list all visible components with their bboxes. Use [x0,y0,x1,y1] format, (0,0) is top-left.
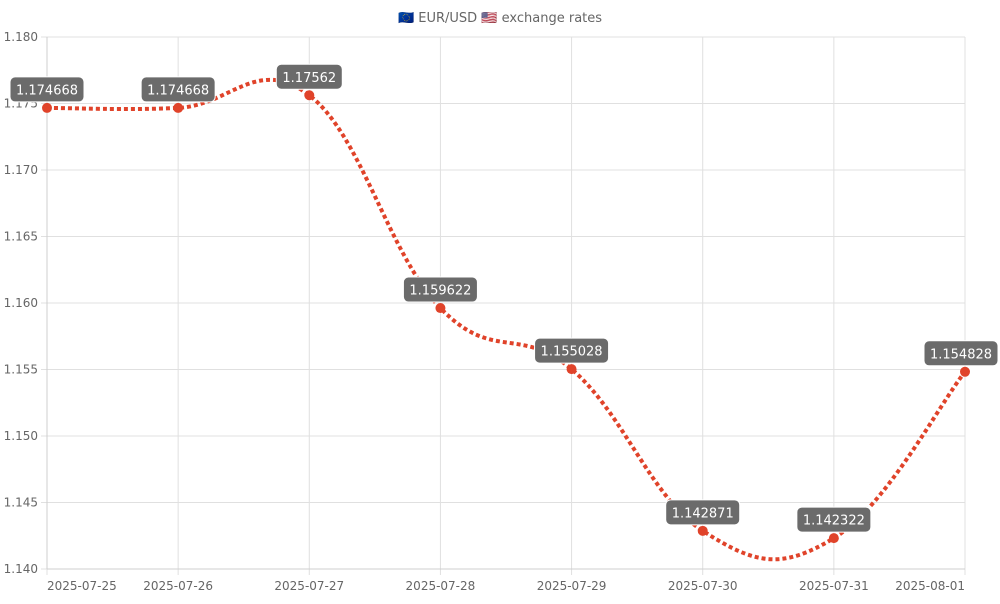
y-tick-label: 1.160 [4,296,38,310]
data-point [828,533,839,544]
data-label-box [534,337,610,364]
data-label-box [665,499,741,526]
data-label-box [275,63,343,90]
x-tick-label: 2025-07-31 [799,579,869,593]
y-tick-label: 1.165 [4,230,38,244]
x-tick-label: 2025-08-01 [895,579,965,593]
data-label-box [9,76,85,103]
y-tick-label: 1.180 [4,30,38,44]
x-tick-label: 2025-07-27 [274,579,344,593]
y-tick-label: 1.150 [4,429,38,443]
data-point [435,303,446,314]
y-tick-label: 1.155 [4,363,38,377]
data-label: 1.159622 [409,284,471,299]
data-label: 1.174668 [16,83,78,98]
data-label-box [796,506,872,533]
x-tick-label: 2025-07-25 [47,579,117,593]
data-label: 1.142871 [672,506,734,521]
data-point [566,364,577,375]
data-label-box [140,76,216,103]
data-label-box [923,340,999,367]
data-label: 1.142322 [803,514,865,529]
x-tick-label: 2025-07-30 [668,579,738,593]
points-layer [42,90,970,544]
data-label: 1.174668 [147,83,209,98]
data-label: 1.154828 [930,347,992,362]
y-tick-label: 1.170 [4,163,38,177]
data-point [697,525,708,536]
series-layer [46,77,967,562]
chart-title: 🇪🇺 EUR/USD 🇺🇸 exchange rates [398,11,602,26]
data-label: 1.17562 [282,71,336,86]
data-label: 1.155028 [541,345,603,360]
x-tick-label: 2025-07-28 [406,579,476,593]
series-line [46,77,967,562]
x-tick-label: 2025-07-29 [537,579,607,593]
y-tick-label: 1.140 [4,562,38,576]
x-tick-label: 2025-07-26 [143,579,213,593]
data-point [304,90,315,101]
y-tick-label: 1.145 [4,496,38,510]
data-point [960,366,970,377]
axes: 1.140 1.145 1.150 1.155 1.160 1.165 1.170 1.175… [4,30,965,593]
data-point [42,102,52,113]
grid [41,36,966,575]
data-point [173,102,184,113]
data-label-box [402,276,478,303]
data-labels-layer: 1.174668 1.174668 1.17562 1.159622 1.155028 1… [9,63,999,533]
